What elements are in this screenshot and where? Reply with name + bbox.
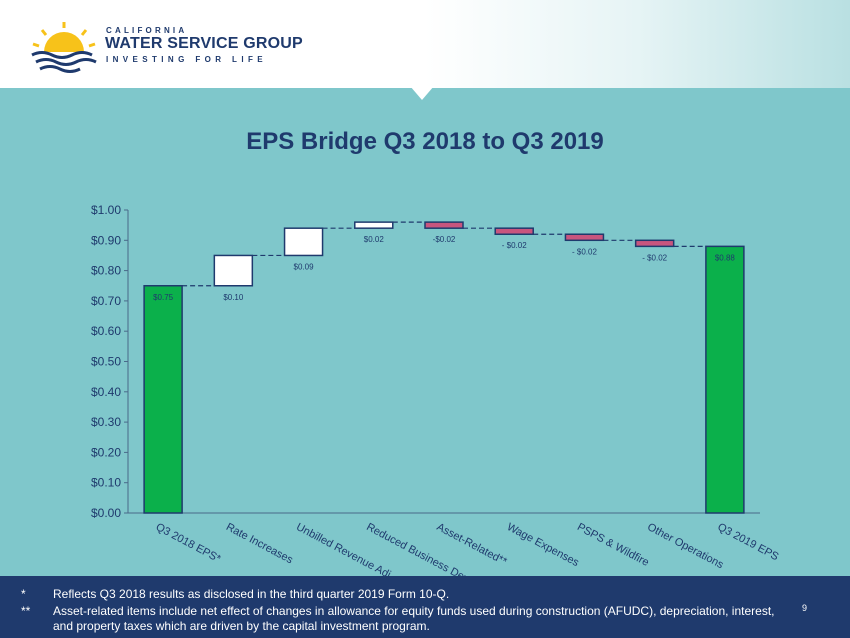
company-logo: CALIFORNIA WATER SERVICE GROUP INVESTING… [28, 20, 328, 74]
y-tick-label: $0.20 [91, 445, 121, 459]
footnote-1-mark: * [21, 587, 26, 601]
footnote-2: ** Asset-related items include net effect… [21, 604, 788, 634]
logo-name: WATER SERVICE GROUP [105, 35, 303, 52]
data-label: $0.75 [153, 293, 174, 302]
category-label: Rate Increases [224, 521, 295, 567]
data-label: - $0.02 [572, 247, 597, 256]
y-tick-label: $0.40 [91, 385, 121, 399]
bar-6 [494, 227, 534, 235]
y-tick-label: $0.70 [91, 294, 121, 308]
y-tick-label: $0.00 [91, 506, 121, 520]
data-label: $0.10 [223, 293, 244, 302]
category-label: Wage Expenses [505, 521, 581, 569]
data-label: - $0.02 [642, 253, 667, 262]
y-tick-label: $0.60 [91, 324, 121, 338]
footnote-1: * Reflects Q3 2018 results as disclosed i… [21, 587, 449, 602]
header-banner: CALIFORNIA WATER SERVICE GROUP INVESTING… [0, 0, 850, 88]
sun-wave-logo-icon [28, 22, 100, 74]
y-tick-label: $0.10 [91, 476, 121, 490]
y-tick-label: $0.90 [91, 233, 121, 247]
footnote-2-text: Asset-related items include net effect o… [53, 604, 775, 633]
data-label: $0.02 [364, 235, 385, 244]
footnote-1-text: Reflects Q3 2018 results as disclosed in… [53, 587, 450, 601]
page-title: EPS Bridge Q3 2018 to Q3 2019 [246, 128, 604, 155]
data-label: - $0.02 [502, 241, 527, 250]
bar-9 [705, 245, 745, 514]
category-label: Q3 2018 EPS* [154, 521, 223, 566]
logo-tagline: INVESTING FOR LIFE [106, 55, 267, 64]
data-label: -$0.02 [433, 235, 456, 244]
bar-2 [213, 254, 254, 287]
y-tick-label: $1.00 [91, 203, 121, 217]
footnote-2-mark: ** [21, 604, 31, 618]
logo-top-text: CALIFORNIA [106, 26, 188, 35]
page-number: 9 [801, 603, 807, 613]
category-label: Q3 2019 EPS [715, 521, 780, 563]
y-tick-label: $0.80 [91, 264, 121, 278]
bar-5 [424, 221, 464, 229]
eps-bridge-chart: $0.00 $0.10 $0.20 $0.30 $0.40 $0.50 $0.60 $0.70… [91, 203, 781, 576]
footnotes-bar: * Reflects Q3 2018 results as disclosed i… [0, 576, 850, 638]
data-label: $0.88 [715, 253, 736, 262]
header-notch [410, 86, 434, 100]
category-label: PSPS & Wildfire [575, 521, 651, 569]
bar-4 [354, 221, 394, 229]
category-label: Other Operations [645, 521, 726, 571]
y-tick-label: $0.30 [91, 415, 121, 429]
bar-7 [564, 233, 605, 242]
bar-3 [283, 227, 324, 257]
data-label: $0.09 [294, 262, 315, 271]
y-tick-label: $0.50 [91, 355, 121, 369]
bar-8 [634, 239, 675, 248]
bar-1 [143, 285, 183, 514]
